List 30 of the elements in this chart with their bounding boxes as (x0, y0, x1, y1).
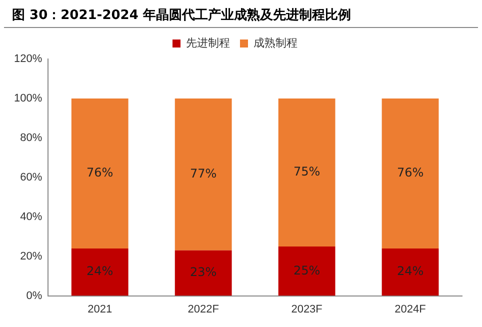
x-tick-label: 2023F (291, 303, 323, 316)
y-tick-label: 120% (14, 53, 42, 66)
y-tick-label: 0% (26, 290, 42, 302)
bar (71, 248, 128, 296)
legend-label: 先进制程 (186, 36, 230, 50)
bar (278, 246, 336, 296)
y-tick-label: 60% (20, 171, 42, 184)
x-tick-label: 2024F (394, 303, 426, 316)
bar (71, 98, 128, 248)
bar (382, 248, 439, 296)
x-tick-label: 2022F (188, 303, 220, 316)
legend-label: 成熟制程 (254, 36, 298, 50)
data-label: 24% (86, 264, 114, 278)
chart-title: 图 30：2021-2024 年晶圆代工产业成熟及先进制程比例 (4, 0, 478, 28)
data-label: 24% (396, 264, 424, 278)
y-tick-label: 80% (20, 132, 42, 144)
y-tick-label: 20% (20, 250, 42, 262)
bar (382, 98, 439, 248)
bar (278, 98, 336, 246)
y-tick-label: 100% (14, 92, 42, 104)
data-label: 76% (396, 166, 424, 180)
y-tick-label: 40% (20, 210, 42, 223)
bar (174, 250, 232, 296)
data-label: 23% (190, 265, 217, 280)
bar (174, 98, 232, 250)
data-label: 75% (293, 164, 320, 179)
x-tick-label: 2021 (88, 303, 112, 316)
data-label: 77% (190, 166, 217, 181)
data-label: 25% (293, 263, 320, 278)
data-label: 76% (86, 166, 114, 180)
